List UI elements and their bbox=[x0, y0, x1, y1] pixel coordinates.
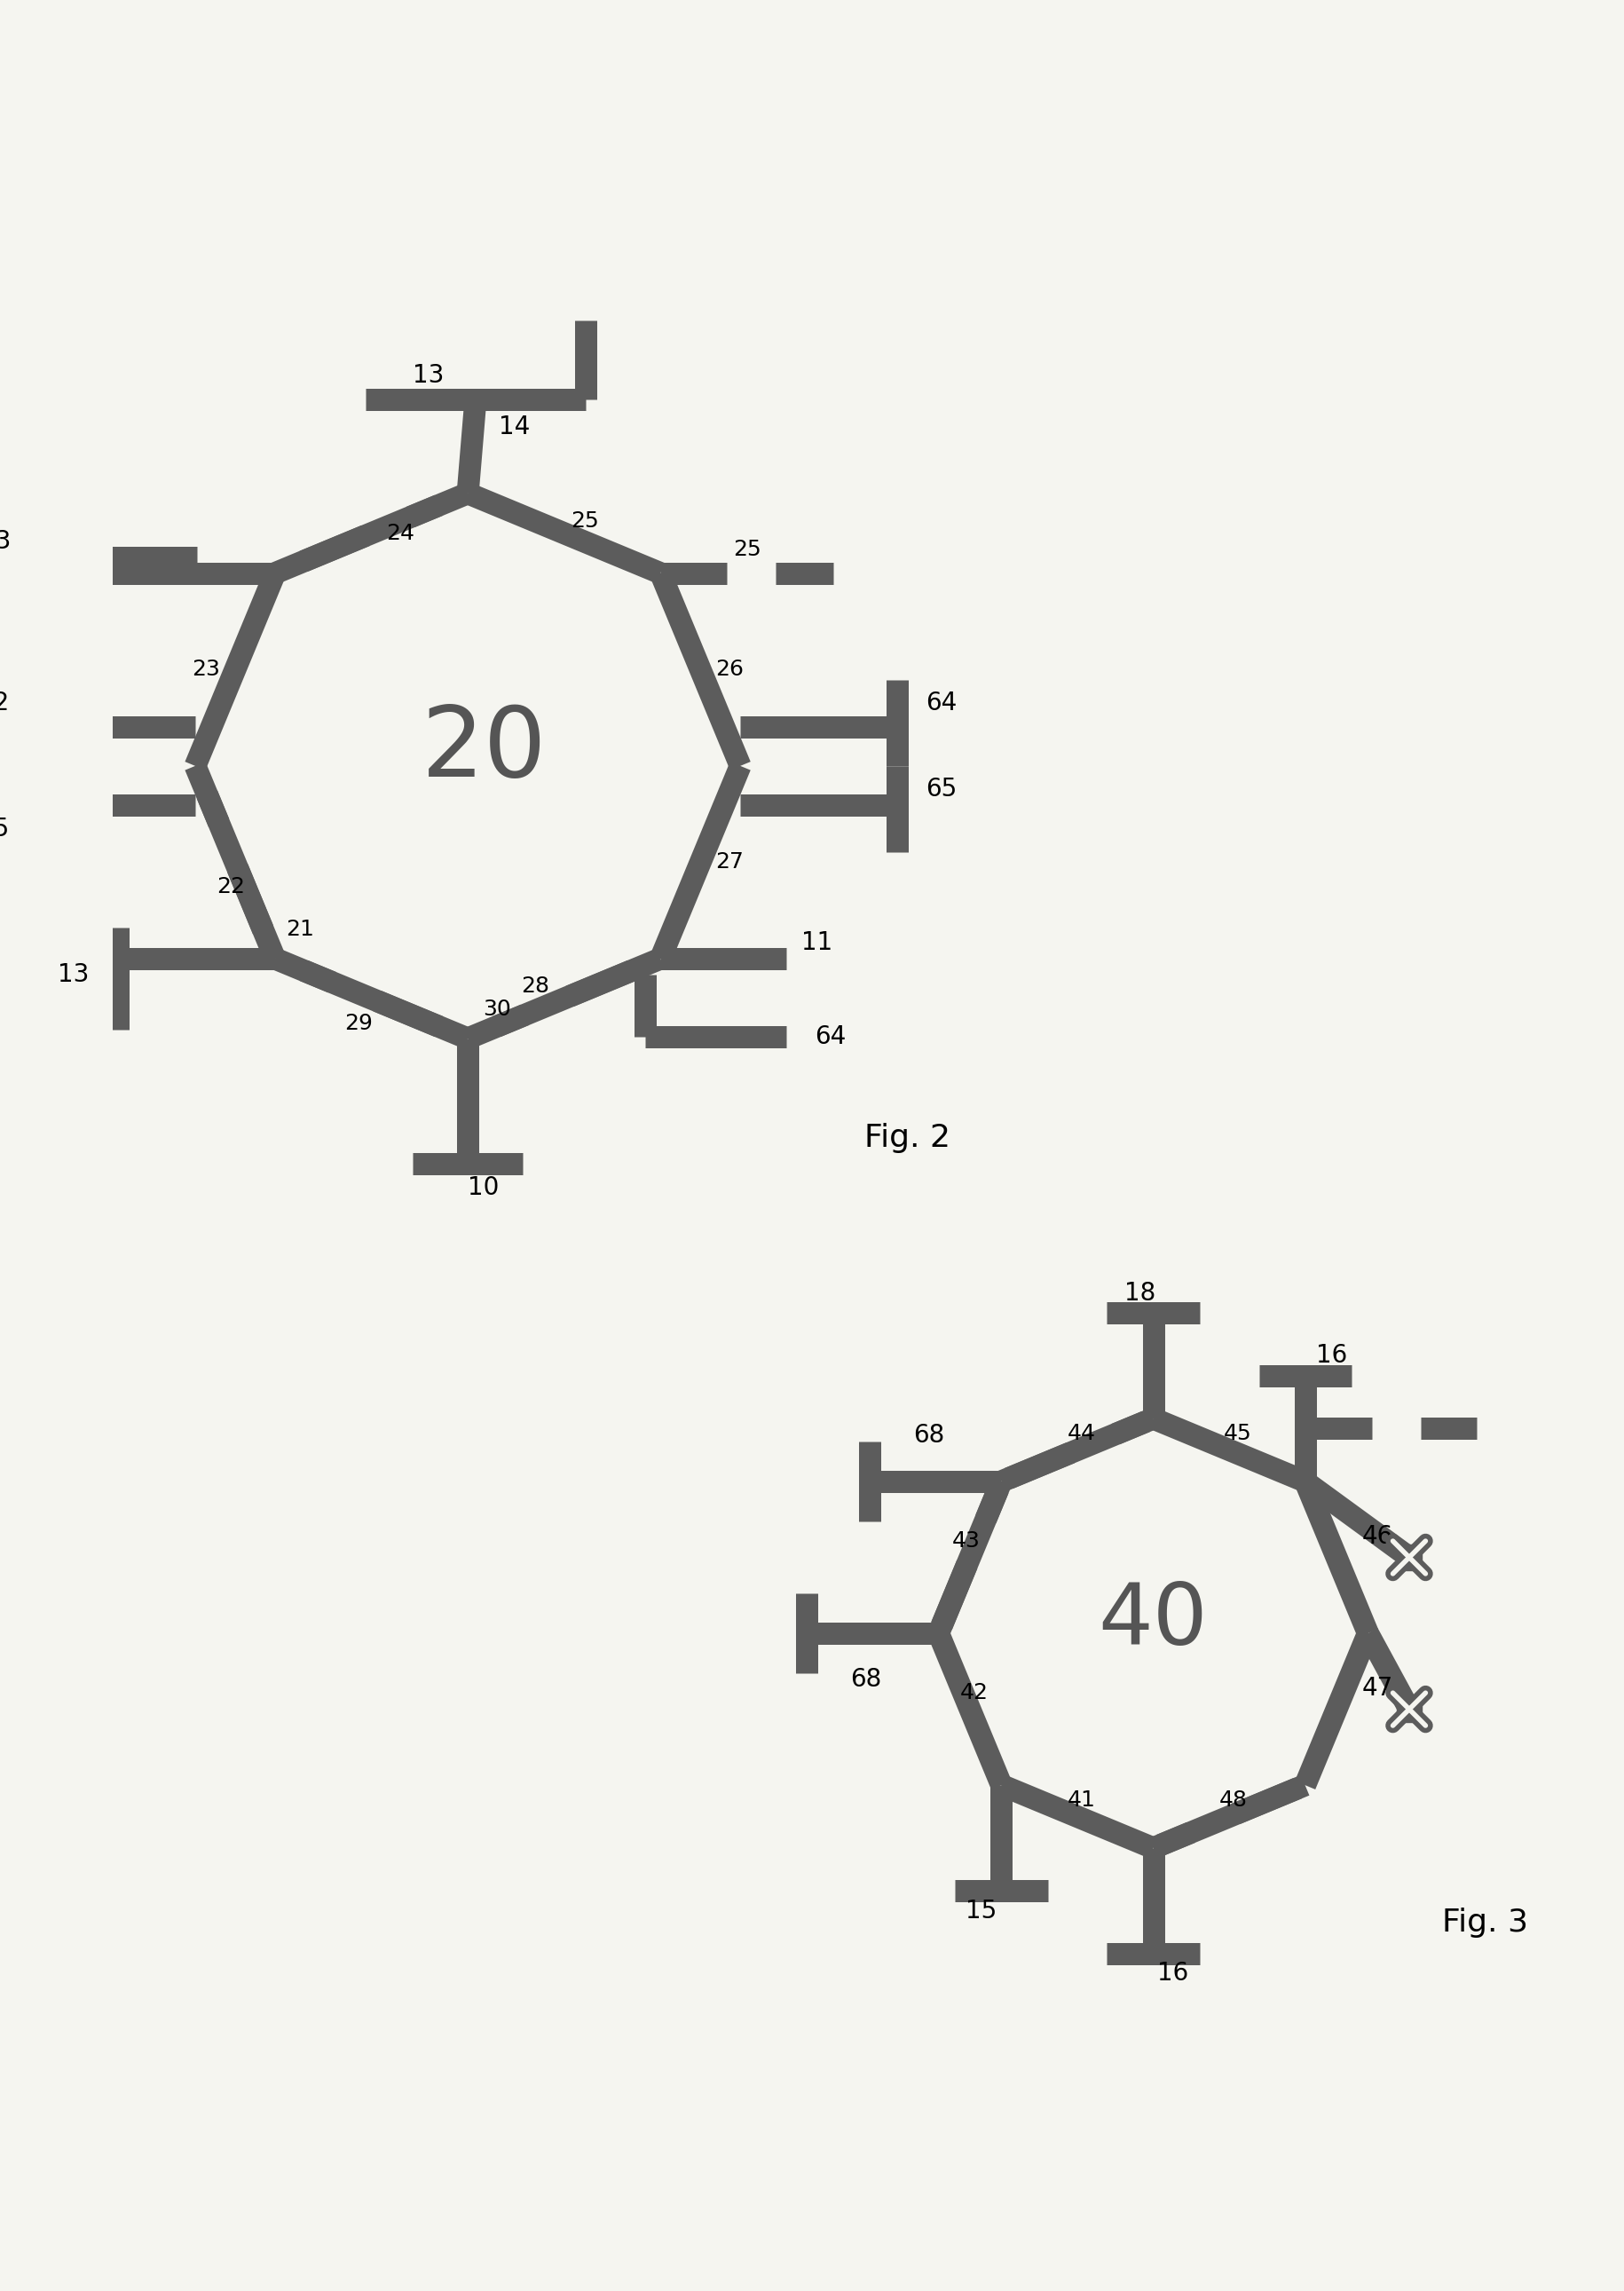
Text: 68: 68 bbox=[913, 1423, 945, 1448]
Text: 30: 30 bbox=[482, 999, 512, 1019]
Text: 41: 41 bbox=[1067, 1789, 1096, 1810]
Text: 21: 21 bbox=[286, 919, 313, 939]
Text: Fig. 2: Fig. 2 bbox=[864, 1123, 950, 1152]
Text: 43: 43 bbox=[952, 1530, 979, 1551]
Text: 13: 13 bbox=[58, 962, 89, 987]
Bar bbox=[1397, 1698, 1423, 1723]
Text: 23: 23 bbox=[192, 660, 221, 680]
Text: 28: 28 bbox=[521, 976, 549, 997]
Text: Fig. 3: Fig. 3 bbox=[1442, 1908, 1528, 1938]
Bar bbox=[1397, 1544, 1423, 1569]
Text: 29: 29 bbox=[344, 1013, 374, 1033]
Text: 68: 68 bbox=[851, 1668, 882, 1693]
Text: 45: 45 bbox=[1223, 1423, 1252, 1443]
Text: 10: 10 bbox=[468, 1175, 499, 1200]
Text: 16: 16 bbox=[1315, 1343, 1348, 1368]
Text: 25: 25 bbox=[570, 511, 599, 532]
Text: 64: 64 bbox=[926, 690, 958, 715]
Text: 14: 14 bbox=[499, 415, 531, 440]
Text: 42: 42 bbox=[960, 1682, 989, 1705]
Text: 26: 26 bbox=[715, 660, 744, 680]
Text: 11: 11 bbox=[802, 930, 833, 955]
Text: 44: 44 bbox=[1067, 1423, 1096, 1443]
Text: 13: 13 bbox=[0, 529, 11, 554]
Text: 65: 65 bbox=[926, 777, 958, 802]
Text: 16: 16 bbox=[1158, 1961, 1189, 1986]
Text: 12: 12 bbox=[0, 690, 10, 715]
Text: 46: 46 bbox=[1363, 1524, 1393, 1549]
Text: 64: 64 bbox=[815, 1024, 846, 1049]
Text: 27: 27 bbox=[715, 852, 744, 873]
Text: 48: 48 bbox=[1220, 1789, 1247, 1810]
Text: 40: 40 bbox=[1098, 1578, 1208, 1663]
Text: 22: 22 bbox=[218, 877, 245, 898]
Text: 13: 13 bbox=[412, 364, 445, 387]
Text: 25: 25 bbox=[732, 538, 762, 561]
Text: 15: 15 bbox=[0, 816, 10, 841]
Text: 24: 24 bbox=[387, 522, 414, 543]
Text: 20: 20 bbox=[422, 701, 547, 797]
Text: 15: 15 bbox=[966, 1899, 997, 1922]
Text: 47: 47 bbox=[1363, 1677, 1393, 1700]
Text: 18: 18 bbox=[1124, 1281, 1156, 1306]
